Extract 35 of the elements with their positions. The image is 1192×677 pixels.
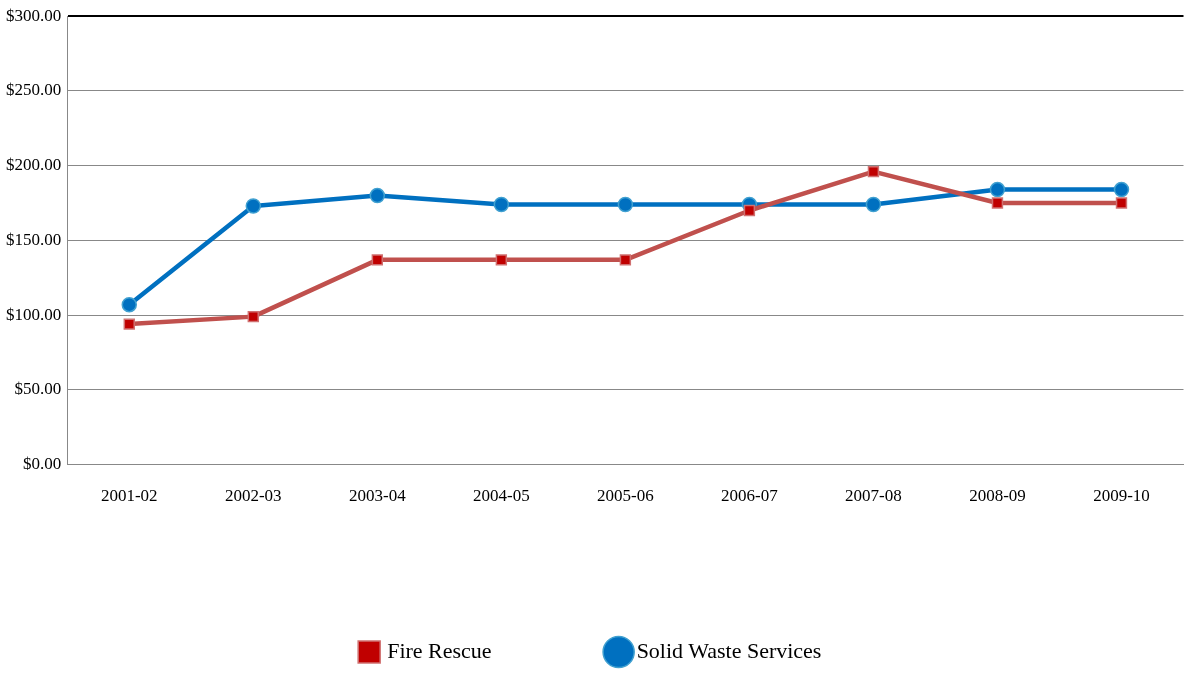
x-tick-label: 2002-03 <box>224 486 282 506</box>
x-tick-label: 2008-09 <box>969 486 1026 506</box>
x-tick-label: 2006-07 <box>721 486 779 506</box>
point <box>123 318 135 330</box>
point <box>371 254 384 266</box>
point <box>493 196 510 213</box>
point <box>617 196 634 213</box>
y-tick-label: $0.00 <box>23 454 62 474</box>
point <box>991 197 1004 209</box>
point <box>1115 197 1128 209</box>
point <box>245 198 262 214</box>
y-tick-label: $150.00 <box>6 229 62 249</box>
y-tick-label: $100.00 <box>6 304 62 324</box>
point <box>619 254 632 266</box>
point <box>121 296 138 313</box>
point <box>865 196 882 213</box>
point <box>743 204 756 217</box>
point <box>867 165 880 178</box>
x-tick-label: 2003-04 <box>348 486 407 506</box>
legend-label: Fire Rescue <box>387 637 492 663</box>
x-tick-label: 2004-05 <box>473 486 530 506</box>
x-tick-label: 2009-10 <box>1093 486 1150 506</box>
point <box>369 187 386 204</box>
point <box>247 310 259 323</box>
y-tick-label: $200.00 <box>6 155 62 175</box>
point <box>495 254 508 266</box>
point <box>1113 181 1130 198</box>
y-tick-label: $300.00 <box>6 5 62 25</box>
y-tick-label: $50.00 <box>14 379 62 399</box>
x-tick-label: 2001-02 <box>100 486 158 506</box>
y-tick-label: $250.00 <box>6 80 62 100</box>
x-tick-label: 2005-06 <box>597 486 654 506</box>
x-tick-label: 2007-08 <box>845 486 902 506</box>
point <box>989 181 1006 198</box>
legend-label: Solid Waste Services <box>636 637 822 663</box>
